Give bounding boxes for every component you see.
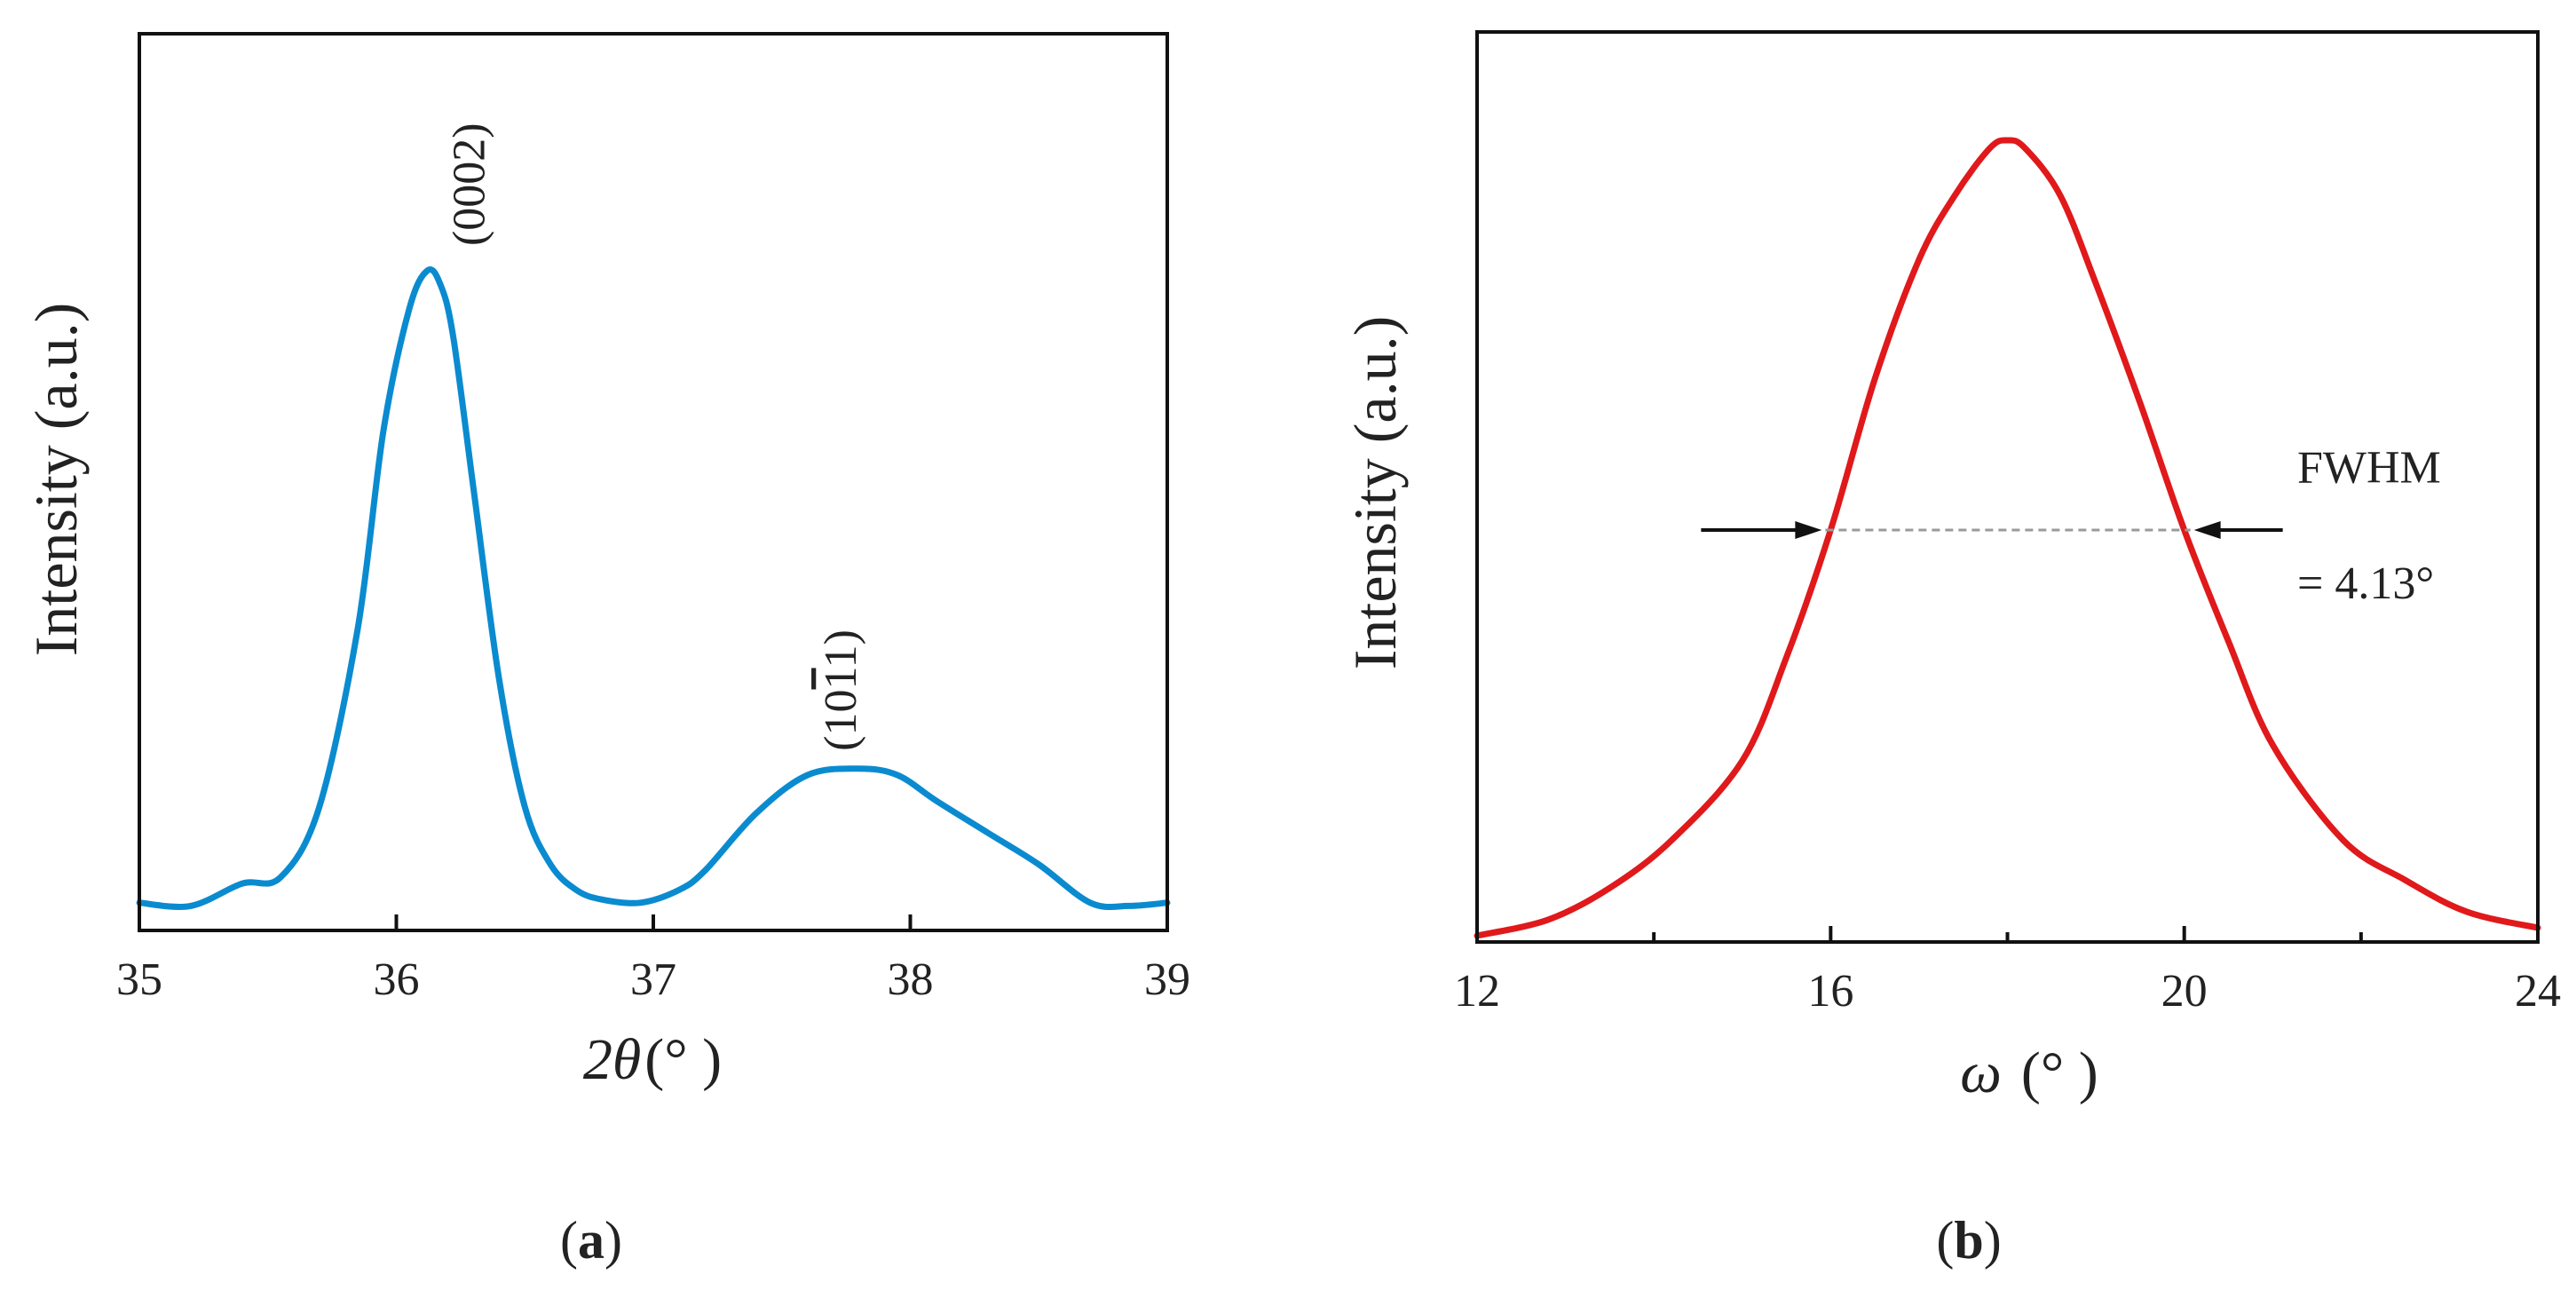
panel-a-y-axis-label: Intensity (a.u.) [22,303,90,656]
fwhm-left-arrow-head [1795,521,1822,540]
panel-a-x-tick-label-36: 36 [374,954,420,1005]
panel-b-caption: (b) [1936,1211,2001,1270]
panel-a-close-paren: ) [604,1211,622,1270]
panel-b-x-tick-label-12: 12 [1454,966,1500,1017]
panel-b-close-paren: ) [1984,1211,2002,1270]
peak-label-0002: (0002) [445,123,495,246]
panel-a-curve [136,266,1171,911]
panel-b-x-axis-symbol: ω [1960,1041,2002,1105]
peak-label-10-1-1-start: (10 [816,689,866,750]
panel-b-x-axis-label: ω (° ) [1960,1041,2098,1105]
panel-b: 12 16 20 24 Intensity (a.u.) ω (° ) FWHM = 4… [1341,30,2561,1270]
panel-a-x-axis-label: 2θ(° ) [583,1027,722,1092]
panel-a-series-line [136,266,1171,911]
panel-b-x-tick-label-16: 16 [1807,966,1853,1017]
peak-label-10-1-1: (1011) [816,629,866,751]
panel-a-x-axis-unit: (° ) [644,1027,722,1092]
panel-a-x-axis-symbol: 2θ [583,1027,641,1092]
panel-a-x-tick-label-39: 39 [1144,954,1190,1005]
panel-a-letter: a [578,1211,604,1270]
panel-b-x-axis-unit: (° ) [2021,1041,2098,1105]
fwhm-value: = 4.13° [2297,558,2434,609]
panel-a-x-tick-label-37: 37 [630,954,676,1005]
panel-b-y-axis-label: Intensity (a.u.) [1341,316,1409,669]
panel-b-curve [1474,137,2541,939]
panel-a-x-tick-label-35: 35 [116,954,162,1005]
panel-a-x-tick-label-38: 38 [888,954,934,1005]
fwhm-left-arrow [1701,521,1822,540]
panel-b-series-line [1474,137,2541,939]
panel-a-x-ticks [138,914,1169,930]
panel-a: 35 36 37 38 39 Intensity (a.u.) 2θ(° ) (0002… [22,32,1190,1270]
peak-label-10-1-1-bar: 1 [816,668,866,689]
panel-a-open-paren: ( [560,1211,578,1270]
panel-a-x-tick-labels: 35 36 37 38 39 [116,954,1190,1005]
fwhm-right-arrow-head [2193,521,2221,540]
panel-a-caption: (a) [560,1211,622,1270]
panel-b-x-tick-label-20: 20 [2161,966,2208,1017]
panel-b-open-paren: ( [1936,1211,1954,1270]
panel-b-x-ticks [1475,926,2540,942]
panel-b-x-tick-label-24: 24 [2515,966,2561,1017]
peak-label-10-1-1-end: 1) [816,629,866,668]
panel-b-letter: b [1954,1211,1983,1270]
fwhm-label: FWHM [2297,442,2441,493]
fwhm-right-arrow [2193,521,2283,540]
panel-b-x-tick-labels: 12 16 20 24 [1454,966,2561,1017]
